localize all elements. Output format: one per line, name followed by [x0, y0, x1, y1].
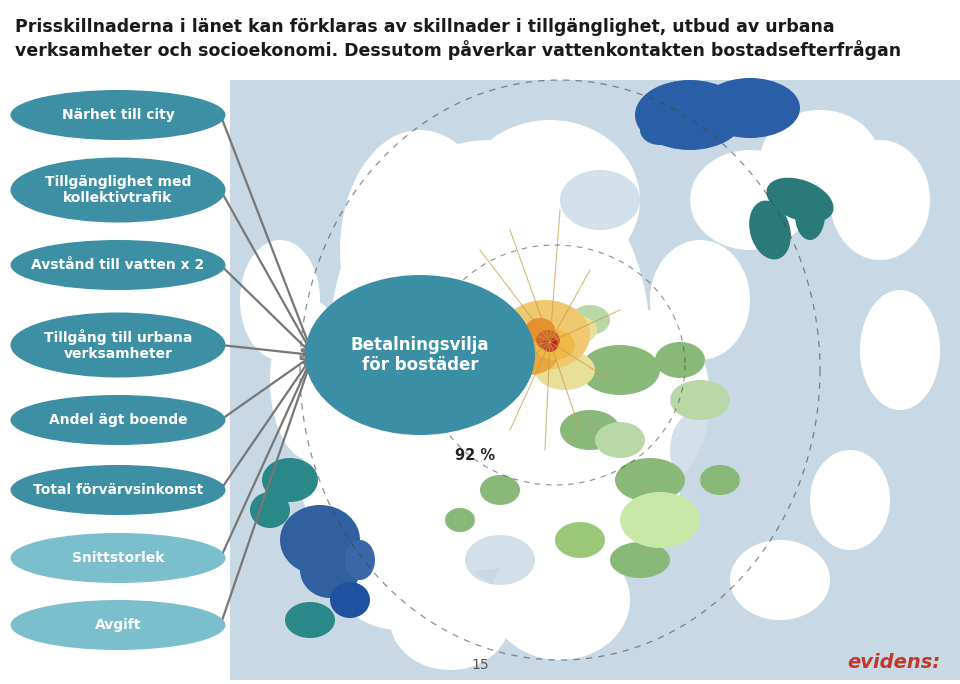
Text: Avgift: Avgift — [95, 618, 141, 632]
Text: 15: 15 — [471, 658, 489, 672]
Text: Betalningsvilja
för bostäder: Betalningsvilja för bostäder — [350, 336, 490, 374]
Ellipse shape — [490, 540, 630, 660]
Ellipse shape — [11, 313, 226, 378]
Ellipse shape — [700, 78, 800, 138]
Ellipse shape — [700, 465, 740, 495]
Ellipse shape — [730, 540, 830, 620]
Ellipse shape — [560, 170, 640, 230]
Ellipse shape — [555, 522, 605, 558]
Ellipse shape — [480, 475, 520, 505]
Ellipse shape — [749, 200, 791, 259]
Ellipse shape — [305, 275, 535, 435]
Ellipse shape — [250, 492, 290, 528]
Ellipse shape — [570, 305, 610, 335]
Ellipse shape — [390, 570, 510, 670]
Ellipse shape — [595, 422, 645, 458]
Ellipse shape — [340, 130, 500, 370]
Ellipse shape — [535, 330, 575, 360]
Ellipse shape — [330, 582, 370, 618]
Ellipse shape — [830, 140, 930, 260]
Ellipse shape — [610, 542, 670, 578]
Ellipse shape — [300, 420, 400, 540]
Ellipse shape — [525, 318, 555, 342]
Ellipse shape — [11, 533, 226, 583]
Ellipse shape — [445, 508, 475, 532]
Ellipse shape — [535, 350, 595, 390]
Ellipse shape — [795, 190, 825, 240]
Ellipse shape — [320, 470, 480, 630]
Text: Andel ägt boende: Andel ägt boende — [49, 413, 187, 427]
Text: 92 %: 92 % — [455, 447, 495, 462]
Ellipse shape — [760, 110, 880, 210]
Ellipse shape — [670, 380, 730, 420]
Ellipse shape — [766, 178, 833, 222]
Ellipse shape — [640, 115, 680, 145]
Ellipse shape — [11, 465, 226, 515]
Ellipse shape — [460, 120, 640, 280]
Ellipse shape — [240, 240, 320, 360]
Text: verksamheter och socioekonomi. Dessutom påverkar vattenkontakten bostadsefterfrå: verksamheter och socioekonomi. Dessutom … — [15, 40, 901, 60]
Ellipse shape — [500, 300, 590, 370]
Ellipse shape — [270, 300, 350, 460]
Ellipse shape — [615, 458, 685, 502]
Ellipse shape — [542, 338, 558, 352]
Text: Total förvärvsinkomst: Total förvärvsinkomst — [33, 483, 204, 497]
Ellipse shape — [690, 150, 810, 250]
Ellipse shape — [553, 315, 597, 345]
Ellipse shape — [380, 330, 580, 570]
Ellipse shape — [547, 338, 557, 346]
Text: Snittstorlek: Snittstorlek — [72, 551, 164, 565]
Ellipse shape — [280, 505, 360, 575]
Ellipse shape — [500, 325, 560, 375]
Ellipse shape — [860, 290, 940, 410]
Text: Avstånd till vatten x 2: Avstånd till vatten x 2 — [32, 258, 204, 272]
Ellipse shape — [285, 602, 335, 638]
Ellipse shape — [635, 80, 745, 150]
Ellipse shape — [11, 395, 226, 445]
Ellipse shape — [655, 342, 705, 378]
Ellipse shape — [465, 535, 535, 585]
Ellipse shape — [300, 542, 360, 598]
Ellipse shape — [670, 410, 730, 490]
Ellipse shape — [590, 310, 710, 490]
Ellipse shape — [11, 90, 226, 140]
Text: evidens:: evidens: — [847, 653, 940, 672]
Ellipse shape — [11, 600, 226, 650]
Ellipse shape — [520, 430, 680, 570]
Ellipse shape — [536, 330, 560, 350]
Ellipse shape — [475, 325, 545, 375]
Ellipse shape — [475, 362, 525, 398]
Ellipse shape — [11, 157, 226, 222]
Ellipse shape — [330, 140, 650, 540]
Ellipse shape — [620, 492, 700, 548]
Ellipse shape — [262, 458, 318, 502]
Ellipse shape — [560, 410, 620, 450]
Text: Prisskillnaderna i länet kan förklaras av skillnader i tillgänglighet, utbud av : Prisskillnaderna i länet kan förklaras a… — [15, 18, 834, 36]
Ellipse shape — [345, 540, 375, 580]
Text: Närhet till city: Närhet till city — [61, 108, 175, 122]
Ellipse shape — [11, 240, 226, 290]
Ellipse shape — [580, 345, 660, 395]
Text: Tillgänglighet med
kollektivtrafik: Tillgänglighet med kollektivtrafik — [45, 175, 191, 205]
Bar — [230, 80, 960, 680]
Text: Tillgång till urbana
verksamheter: Tillgång till urbana verksamheter — [44, 329, 192, 361]
Ellipse shape — [650, 240, 750, 360]
Ellipse shape — [810, 450, 890, 550]
